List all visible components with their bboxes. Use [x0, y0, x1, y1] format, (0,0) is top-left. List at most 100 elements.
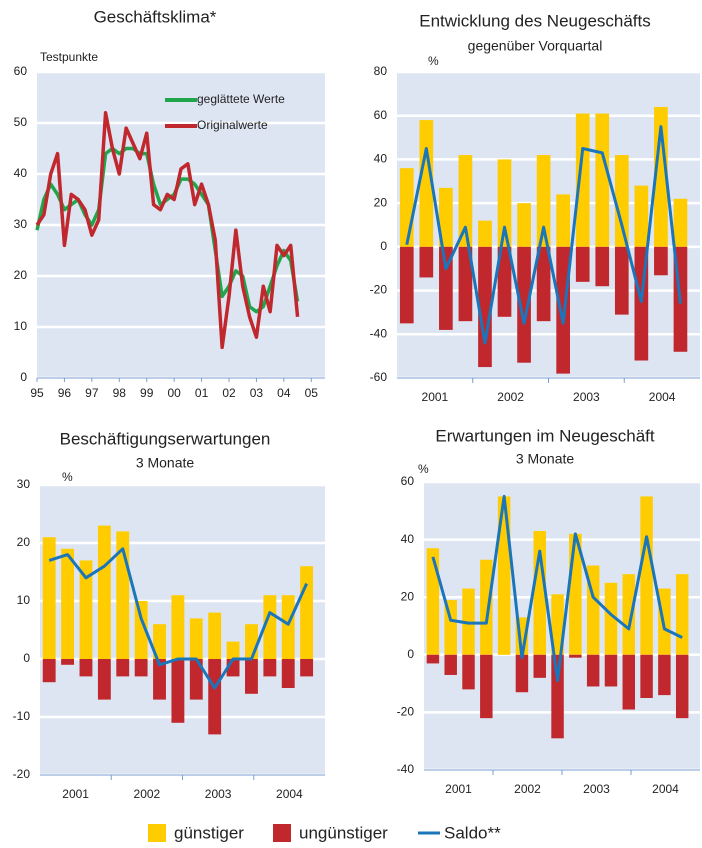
bar [281, 595, 295, 659]
x-tick-label: 04 [277, 386, 291, 400]
y-tick-label: -20 [370, 283, 388, 297]
bar [439, 187, 453, 247]
x-group-label: 2002 [497, 390, 524, 404]
x-group-label: 2004 [652, 782, 679, 796]
line-series [48, 547, 308, 690]
chart-title: Beschäftigungserwartungen [60, 429, 271, 448]
bar [622, 654, 636, 710]
bar [497, 246, 512, 317]
x-group-label: 2004 [649, 390, 676, 404]
y-tick-label: -40 [397, 762, 415, 776]
y-tick-label: -20 [397, 705, 415, 719]
bar [189, 618, 203, 659]
bar [419, 120, 434, 247]
bar [654, 106, 668, 247]
bar [595, 246, 610, 287]
y-tick-label: -40 [370, 326, 388, 340]
bar [658, 654, 671, 696]
x-group-label: 2001 [422, 390, 449, 404]
x-tick-label: 95 [30, 386, 44, 400]
x-tick-label: 97 [85, 386, 99, 400]
y-tick-label: 0 [20, 370, 27, 384]
bar [245, 624, 258, 659]
bar [263, 595, 277, 659]
chart-subtitle: 3 Monate [516, 451, 575, 467]
y-tick-label: 30 [17, 477, 31, 491]
bar [300, 566, 314, 659]
x-group-label: 2001 [62, 787, 89, 801]
chart-subtitle: gegenüber Vorquartal [468, 38, 603, 54]
bar [97, 525, 111, 659]
bar [79, 560, 93, 659]
bar [480, 559, 493, 655]
legend-label: Saldo** [444, 823, 501, 842]
legend-label: ungünstiger [299, 823, 388, 842]
y-tick-label: 0 [380, 239, 387, 253]
x-tick-label: 00 [167, 386, 181, 400]
bar [634, 185, 649, 247]
bar [536, 246, 551, 322]
bar [654, 246, 668, 276]
bar [300, 659, 314, 677]
y-tick-label: 20 [17, 535, 31, 549]
bar [263, 659, 277, 677]
bar [444, 654, 457, 675]
bar [478, 246, 492, 368]
x-group-label: 2003 [205, 787, 232, 801]
bar [226, 641, 240, 659]
y-tick-label: -10 [13, 709, 31, 723]
bar [171, 659, 185, 723]
bar [189, 659, 203, 700]
bar [426, 654, 440, 664]
y-tick-label: 20 [14, 268, 28, 282]
bar [595, 113, 610, 247]
bar [551, 654, 564, 739]
bar [480, 654, 493, 719]
line-series [431, 494, 683, 683]
x-group-label: 2003 [583, 782, 610, 796]
bar [116, 659, 130, 677]
x-tick-label: 05 [305, 386, 319, 400]
x-tick-label: 03 [250, 386, 264, 400]
y-tick-label: 40 [374, 152, 388, 166]
bar [551, 594, 564, 655]
bar [556, 194, 571, 247]
bar [569, 654, 582, 658]
bar [281, 659, 295, 688]
bar [134, 601, 148, 659]
bar [614, 246, 629, 315]
bar [208, 612, 222, 659]
y-tick-label: 0 [407, 647, 414, 661]
bar [79, 659, 93, 677]
y-tick-label: 60 [374, 108, 388, 122]
y-tick-label: 80 [374, 64, 388, 78]
line-series [405, 125, 682, 345]
bar [622, 574, 636, 655]
bar [517, 246, 531, 363]
x-group-label: 2004 [276, 787, 303, 801]
legend-swatch [273, 824, 291, 842]
y-tick-label: 50 [14, 115, 28, 129]
x-tick-label: 02 [222, 386, 236, 400]
x-group-label: 2002 [134, 787, 161, 801]
bar [458, 155, 473, 247]
y-tick-label: 20 [401, 589, 415, 603]
x-tick-label: 98 [113, 386, 127, 400]
legend-label: geglättete Werte [197, 92, 285, 106]
bar [426, 548, 440, 655]
bar [515, 654, 529, 693]
y-tick-label: 10 [14, 319, 28, 333]
y-axis-label: Testpunkte [40, 50, 98, 64]
bar [245, 659, 258, 694]
y-tick-label: 10 [17, 593, 31, 607]
x-tick-label: 01 [195, 386, 209, 400]
legend-label: Originalwerte [197, 118, 268, 132]
legend-swatch [148, 824, 166, 842]
legend-label: günstiger [174, 823, 244, 842]
bar [575, 113, 590, 247]
bar [153, 624, 166, 659]
bar [399, 246, 414, 324]
bar [153, 659, 166, 700]
y-tick-label: 20 [374, 195, 388, 209]
